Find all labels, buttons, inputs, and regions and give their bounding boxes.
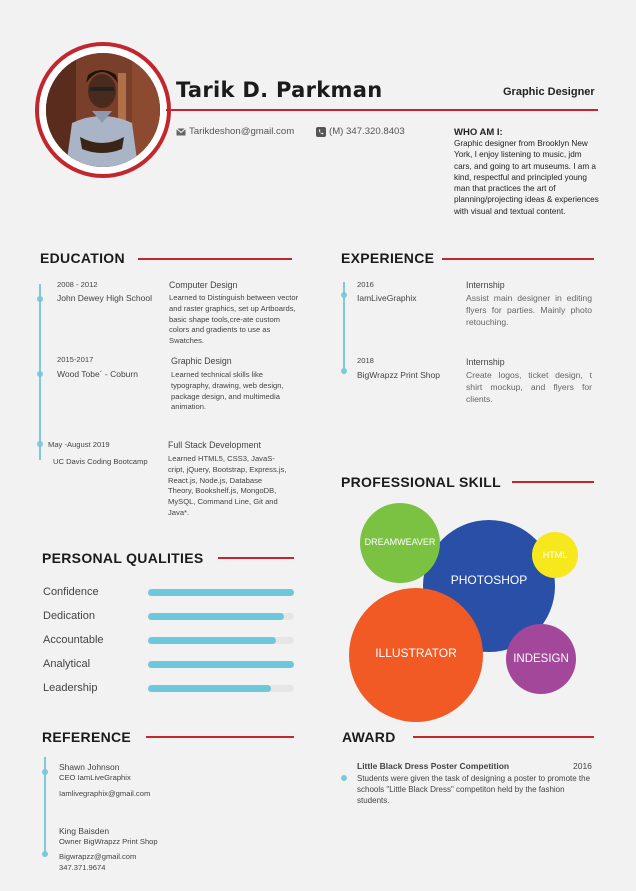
- quality-label: Accountable: [43, 634, 104, 646]
- timeline-dot: [42, 851, 48, 857]
- timeline-dot: [37, 371, 43, 377]
- profile-photo-image: [46, 53, 160, 167]
- quality-bar-fill: [148, 589, 294, 596]
- candidate-name: Tarik D. Parkman: [176, 78, 383, 102]
- education-school: UC Davis Coding Bootcamp: [53, 457, 148, 466]
- skill-label: ILLUSTRATOR: [375, 646, 457, 660]
- quality-bar-fill: [148, 613, 284, 620]
- profile-photo: [46, 53, 160, 167]
- experience-role: Internship: [466, 280, 505, 290]
- reference-phone: 347.371.9674: [59, 863, 106, 872]
- quality-bar-fill: [148, 685, 271, 692]
- experience-role: Internship: [466, 357, 505, 367]
- education-desc: Learned HTML5, CSS3, JavaS-cript, jQuery…: [168, 454, 287, 517]
- education-course: Full Stack Development: [168, 440, 261, 450]
- phone-icon: [316, 126, 326, 137]
- quality-bar-track: [148, 637, 294, 644]
- reference-role: Owner BigWrapzz Print Shop: [59, 837, 158, 846]
- education-course: Computer Design: [169, 280, 238, 290]
- experience-heading: EXPERIENCE: [341, 250, 435, 266]
- reference-email[interactable]: Bigwrapzz@gmail.com: [59, 852, 137, 861]
- timeline-dot: [37, 441, 43, 447]
- skill-label: PHOTOSHOP: [450, 573, 528, 587]
- reference-role: CEO IamLiveGraphix: [59, 773, 131, 782]
- skill-html: HTML: [532, 532, 578, 578]
- award-divider: [413, 736, 594, 738]
- job-title: Graphic Designer: [503, 86, 595, 98]
- reference-divider: [146, 736, 294, 738]
- award-bullet: [341, 775, 347, 781]
- qualities-heading: PERSONAL QUALITIES: [42, 550, 204, 566]
- education-desc: Learned technical skills like typography…: [171, 370, 284, 412]
- skills-heading: PROFESSIONAL SKILL: [341, 474, 501, 490]
- quality-label: Confidence: [43, 586, 99, 598]
- reference-name: King Baisden: [59, 826, 110, 836]
- skills-divider: [512, 481, 594, 483]
- education-years: 2015-2017: [57, 355, 94, 364]
- phone-contact: (M) 347.320.8403: [316, 126, 405, 137]
- education-school: Wood Tobe´ - Coburn: [57, 369, 138, 379]
- timeline-dot: [37, 296, 43, 302]
- award-desc: Students were given the task of designin…: [357, 774, 591, 805]
- experience-timeline: [343, 282, 345, 374]
- quality-bar-track: [148, 685, 294, 692]
- skill-indesign: INDESIGN: [506, 624, 576, 694]
- education-divider: [138, 258, 292, 260]
- experience-company: IamLiveGraphix: [357, 293, 417, 303]
- experience-year: 2018: [357, 356, 374, 365]
- education-years: May -August 2019: [48, 440, 110, 449]
- education-desc: Learned to Distinguish between vector an…: [169, 293, 299, 346]
- experience-desc: Create logos, ticket design, t shirt moc…: [466, 370, 592, 405]
- qualities-divider: [218, 557, 294, 559]
- skill-dreamweaver: DREAMWEAVER: [360, 503, 440, 583]
- header-divider: [166, 109, 598, 111]
- experience-company: BigWrapzz Print Shop: [357, 370, 440, 380]
- email-contact: Tarikdeshon@gmail.com: [176, 126, 294, 137]
- email-text[interactable]: Tarikdeshon@gmail.com: [189, 126, 295, 137]
- reference-timeline: [44, 757, 46, 857]
- reference-name: Shawn Johnson: [59, 762, 120, 772]
- quality-bar-track: [148, 589, 294, 596]
- quality-label: Dedication: [43, 610, 95, 622]
- quality-bar-track: [148, 613, 294, 620]
- education-heading: EDUCATION: [40, 250, 125, 266]
- quality-label: Analytical: [43, 658, 91, 670]
- quality-bar-fill: [148, 637, 277, 644]
- about-heading: WHO AM I:: [454, 127, 503, 138]
- about-text: Graphic designer from Brooklyn New York,…: [454, 139, 599, 216]
- skill-label: DREAMWEAVER: [364, 537, 436, 547]
- award-title: Little Black Dress Poster Competition: [357, 761, 510, 771]
- quality-bar-track: [148, 661, 294, 668]
- experience-desc: Assist main designer in editing flyers f…: [466, 293, 592, 328]
- reference-email[interactable]: Iamlivegraphix@gmail.com: [59, 789, 151, 798]
- reference-heading: REFERENCE: [42, 729, 132, 745]
- experience-divider: [442, 258, 594, 260]
- education-years: 2008 - 2012: [57, 280, 98, 289]
- skill-label: HTML: [542, 550, 568, 560]
- education-school: John Dewey High School: [57, 293, 152, 303]
- quality-label: Leadership: [43, 682, 98, 694]
- timeline-dot: [42, 769, 48, 775]
- envelope-icon: [176, 127, 186, 135]
- timeline-dot: [341, 368, 347, 374]
- experience-year: 2016: [357, 280, 374, 289]
- skill-illustrator: ILLUSTRATOR: [349, 588, 483, 722]
- skill-label: INDESIGN: [513, 653, 569, 665]
- award-year: 2016: [573, 761, 592, 771]
- quality-bar-fill: [148, 661, 294, 668]
- timeline-dot: [341, 292, 347, 298]
- phone-text: (M) 347.320.8403: [329, 126, 405, 137]
- award-heading: AWARD: [342, 729, 396, 745]
- education-course: Graphic Design: [171, 356, 232, 366]
